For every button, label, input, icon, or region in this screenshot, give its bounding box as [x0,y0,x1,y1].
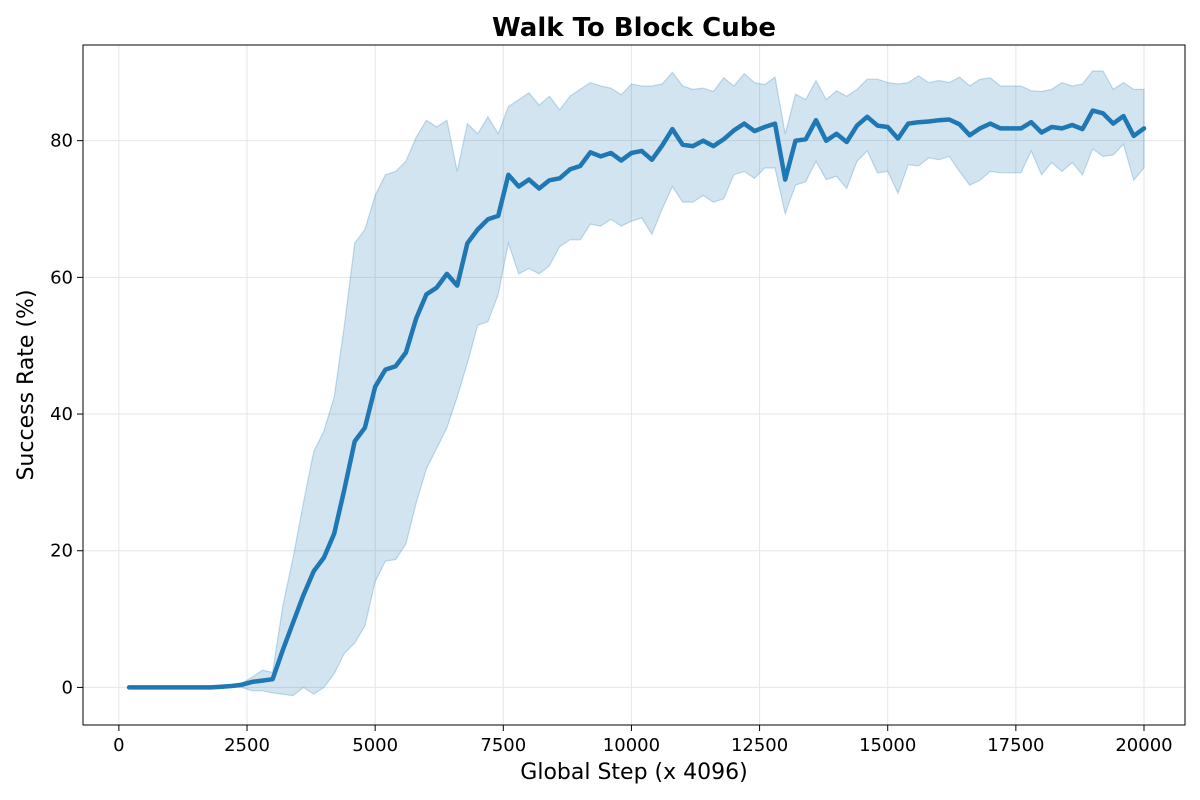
mean-success-line [126,108,1147,690]
axis-ticks: 0 2500 5000 7500 10000 12500 15000 17500 20000 0 2… [50,131,1173,756]
x-axis-label: Global Step (x 4096) [520,760,747,785]
x-tick-label: 10000 [603,735,660,756]
x-tick-label: 15000 [859,735,916,756]
y-tick-label: 80 [50,131,73,152]
y-tick-label: 40 [50,404,73,425]
x-tick-label: 2500 [224,735,270,756]
chart-title: Walk To Block Cube [492,13,776,43]
y-tick-label: 60 [50,267,73,288]
y-tick-label: 0 [62,677,73,698]
x-tick-label: 0 [113,735,124,756]
x-tick-label: 7500 [480,735,526,756]
y-axis-label: Success Rate (%) [14,289,39,480]
x-tick-label: 5000 [352,735,398,756]
y-tick-label: 20 [50,541,73,562]
x-tick-label: 12500 [731,735,788,756]
plot-frame [82,44,1186,726]
x-tick-label: 17500 [987,735,1044,756]
x-tick-label: 20000 [1115,735,1172,756]
